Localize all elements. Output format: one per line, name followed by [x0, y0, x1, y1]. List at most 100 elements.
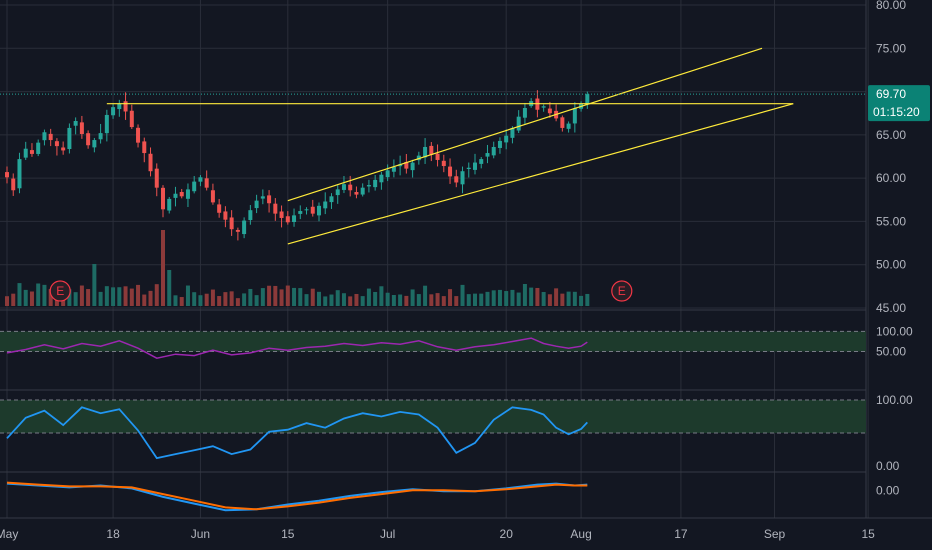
candle-body[interactable]: [23, 148, 28, 158]
candle-body[interactable]: [123, 101, 128, 112]
candle-body[interactable]: [317, 205, 321, 216]
candle-body[interactable]: [242, 220, 247, 235]
candle-body[interactable]: [260, 196, 265, 199]
candle-body[interactable]: [210, 190, 215, 203]
candle-body[interactable]: [285, 216, 290, 223]
candle-body[interactable]: [167, 198, 172, 211]
candle-body[interactable]: [304, 209, 309, 211]
candle-body[interactable]: [48, 133, 53, 141]
candle-body[interactable]: [36, 142, 41, 154]
candle-body[interactable]: [360, 187, 365, 195]
macd-panel[interactable]: [6, 481, 588, 512]
candle-body[interactable]: [235, 229, 240, 232]
candle-body[interactable]: [229, 217, 234, 230]
candle-body[interactable]: [429, 145, 434, 155]
candle-body[interactable]: [310, 206, 315, 214]
candle-body[interactable]: [366, 185, 371, 187]
candle-body[interactable]: [248, 210, 253, 221]
earnings-marker-circle[interactable]: [611, 280, 633, 302]
candle-body[interactable]: [348, 184, 353, 191]
candle-body[interactable]: [329, 196, 334, 203]
candle-body[interactable]: [479, 159, 484, 164]
candle-body[interactable]: [267, 195, 272, 204]
candle-body[interactable]: [547, 108, 552, 114]
time-axis[interactable]: May 18 Jun 15 Jul 20 Aug 17 Sep 15: [0, 527, 875, 541]
candle-body[interactable]: [29, 150, 34, 154]
candle-body[interactable]: [129, 110, 134, 128]
candle-body[interactable]: [198, 177, 203, 182]
candle-body[interactable]: [391, 166, 396, 172]
candle-body[interactable]: [522, 108, 527, 118]
candle-body[interactable]: [497, 140, 502, 148]
candle-body[interactable]: [86, 133, 91, 146]
candle-body[interactable]: [136, 127, 141, 143]
candle-body[interactable]: [379, 174, 384, 183]
candle-body[interactable]: [441, 160, 446, 167]
candle-body[interactable]: [560, 117, 565, 128]
earnings-marker[interactable]: E: [611, 280, 633, 302]
candle-body[interactable]: [98, 133, 103, 140]
candle-body[interactable]: [185, 189, 190, 199]
candle-body[interactable]: [404, 161, 409, 169]
candle-body[interactable]: [92, 140, 97, 148]
candle-body[interactable]: [491, 146, 496, 156]
candle-body[interactable]: [173, 193, 178, 198]
candle-body[interactable]: [341, 184, 346, 190]
candle-body[interactable]: [111, 107, 116, 116]
candle-body[interactable]: [423, 146, 428, 158]
candle-body[interactable]: [204, 178, 209, 188]
candle-body[interactable]: [292, 215, 297, 223]
candle-body[interactable]: [73, 121, 78, 126]
candle-body[interactable]: [416, 155, 421, 161]
candle-body[interactable]: [473, 162, 477, 170]
candle-body[interactable]: [254, 200, 259, 209]
rsi-line[interactable]: [6, 337, 588, 359]
candle-body[interactable]: [466, 167, 471, 170]
candle-body[interactable]: [435, 153, 440, 160]
candle-body[interactable]: [485, 153, 490, 157]
candle-body[interactable]: [142, 141, 147, 154]
candle-body[interactable]: [510, 127, 515, 138]
candle-body[interactable]: [410, 162, 415, 171]
candle-body[interactable]: [179, 192, 184, 197]
candle-body[interactable]: [385, 170, 390, 178]
candle-body[interactable]: [192, 181, 197, 192]
candle-body[interactable]: [67, 127, 72, 150]
earnings-marker[interactable]: E: [49, 280, 71, 302]
trendline[interactable]: [287, 103, 794, 245]
candle-body[interactable]: [17, 159, 22, 189]
candle-body[interactable]: [42, 132, 47, 141]
candle-body[interactable]: [298, 211, 303, 214]
candle-body[interactable]: [154, 168, 159, 188]
candle-body[interactable]: [217, 204, 222, 213]
candle-body[interactable]: [516, 116, 521, 131]
stoch-line[interactable]: [6, 406, 588, 460]
candle-body[interactable]: [398, 164, 403, 167]
candle-body[interactable]: [541, 106, 546, 108]
candle-body[interactable]: [104, 114, 109, 134]
candle-body[interactable]: [572, 108, 577, 124]
candle-body[interactable]: [223, 211, 228, 220]
candle-body[interactable]: [323, 201, 328, 209]
candle-body[interactable]: [161, 187, 165, 210]
rsi-panel[interactable]: [0, 330, 866, 359]
candle-body[interactable]: [11, 178, 16, 191]
candle-body[interactable]: [585, 94, 590, 105]
earnings-marker-circle[interactable]: [49, 280, 71, 302]
candle-body[interactable]: [354, 192, 359, 195]
candle-body[interactable]: [566, 123, 571, 129]
candle-body[interactable]: [61, 147, 66, 151]
candle-body[interactable]: [5, 172, 9, 178]
candle-body[interactable]: [279, 211, 284, 218]
candle-body[interactable]: [54, 141, 59, 147]
signal-line[interactable]: [6, 481, 588, 511]
candle-body[interactable]: [460, 171, 465, 185]
candle-body[interactable]: [79, 122, 84, 134]
candle-body[interactable]: [373, 179, 378, 188]
candle-body[interactable]: [504, 135, 509, 143]
candle-body[interactable]: [273, 203, 278, 214]
candle-body[interactable]: [448, 166, 453, 177]
trendline-drawings[interactable]: [106, 47, 794, 245]
